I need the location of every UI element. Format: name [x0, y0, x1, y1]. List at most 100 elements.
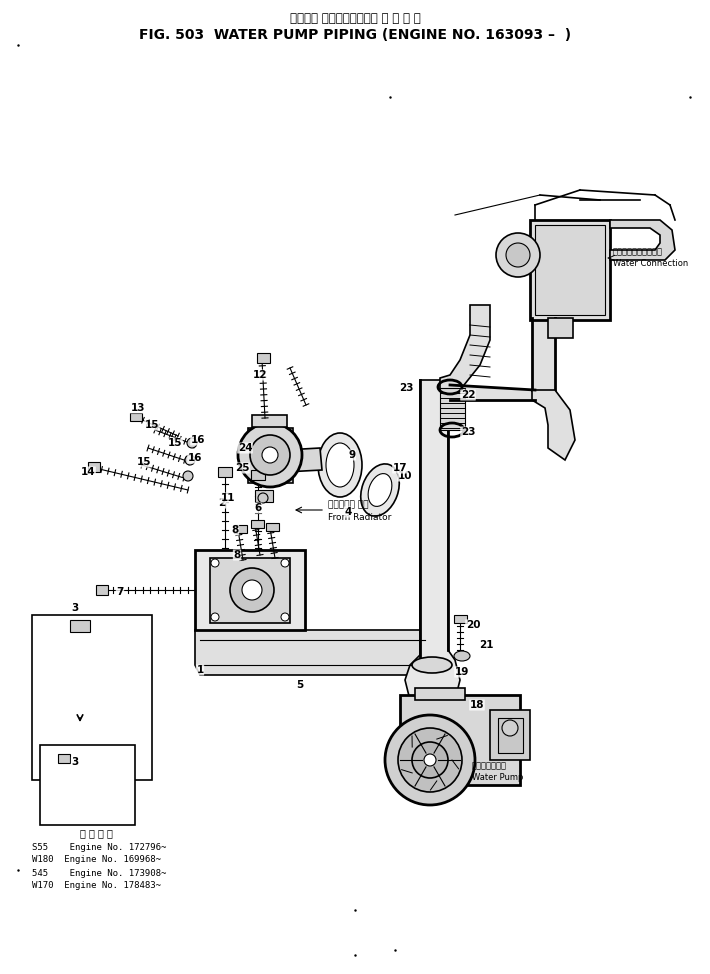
Circle shape	[506, 243, 530, 267]
Polygon shape	[532, 390, 575, 460]
Bar	[251, 520, 264, 528]
Circle shape	[238, 423, 302, 487]
Text: 21: 21	[479, 640, 493, 650]
Text: W170  Engine No. 178483~: W170 Engine No. 178483~	[32, 881, 161, 890]
Text: 15: 15	[137, 457, 151, 467]
Text: 16: 16	[191, 435, 205, 445]
Ellipse shape	[318, 433, 362, 497]
Circle shape	[258, 493, 268, 503]
Text: 13: 13	[131, 403, 146, 413]
Text: 9: 9	[349, 450, 356, 460]
Bar	[130, 413, 142, 421]
Bar	[415, 688, 465, 700]
Ellipse shape	[412, 657, 452, 673]
Text: 4: 4	[344, 507, 351, 517]
Bar	[96, 585, 108, 595]
Bar	[88, 462, 100, 472]
Bar	[498, 718, 523, 753]
Text: From Radiator: From Radiator	[328, 513, 391, 522]
Bar	[218, 467, 232, 477]
Text: 8: 8	[231, 525, 239, 535]
Circle shape	[496, 233, 540, 277]
Text: 6: 6	[254, 503, 261, 513]
Ellipse shape	[454, 651, 470, 661]
Text: 3: 3	[72, 757, 79, 767]
Circle shape	[211, 613, 219, 621]
Bar	[454, 615, 467, 623]
Text: ウォータ ポンプパイピング 適 用 号 機: ウォータ ポンプパイピング 適 用 号 機	[290, 12, 420, 24]
Circle shape	[262, 447, 278, 463]
Circle shape	[502, 720, 518, 736]
Circle shape	[412, 742, 448, 778]
Bar	[40, 745, 135, 825]
Text: 11: 11	[221, 493, 235, 503]
Text: 15: 15	[145, 420, 159, 430]
Circle shape	[250, 435, 290, 475]
Circle shape	[281, 613, 289, 621]
Text: 12: 12	[253, 370, 267, 380]
Bar	[70, 620, 90, 632]
Text: 20: 20	[466, 620, 480, 630]
Bar	[548, 318, 573, 338]
Text: 1: 1	[197, 665, 204, 675]
Text: ラジエータ から: ラジエータ から	[328, 501, 368, 509]
Text: FIG. 503  WATER PUMP PIPING (ENGINE NO. 163093 –  ): FIG. 503 WATER PUMP PIPING (ENGINE NO. 1…	[139, 28, 571, 42]
Circle shape	[183, 471, 193, 481]
Polygon shape	[195, 630, 445, 675]
Text: 545    Engine No. 173908~: 545 Engine No. 173908~	[32, 869, 166, 878]
Circle shape	[424, 754, 436, 766]
Text: 22: 22	[461, 390, 475, 400]
Text: Water Pump: Water Pump	[472, 773, 523, 782]
Ellipse shape	[361, 464, 399, 516]
Text: 10: 10	[398, 471, 413, 481]
Bar	[400, 695, 520, 785]
Text: 16: 16	[187, 453, 202, 463]
Bar	[32, 615, 152, 780]
Text: 18: 18	[470, 700, 484, 710]
Text: 適 用 号 機: 適 用 号 機	[80, 828, 113, 838]
Text: 8: 8	[234, 550, 241, 560]
Bar	[252, 415, 287, 427]
Text: 2: 2	[219, 498, 226, 508]
Text: 15: 15	[168, 438, 182, 448]
Bar	[266, 523, 279, 531]
Bar	[251, 470, 265, 480]
Text: 3: 3	[72, 603, 79, 613]
Circle shape	[385, 715, 475, 805]
Circle shape	[230, 568, 274, 612]
Ellipse shape	[368, 473, 392, 506]
Polygon shape	[405, 380, 460, 710]
Text: ウォータポンプ: ウォータポンプ	[472, 762, 507, 770]
Text: Water Connection: Water Connection	[613, 259, 688, 269]
Polygon shape	[532, 318, 555, 390]
Circle shape	[281, 559, 289, 567]
Text: 19: 19	[455, 667, 469, 677]
Polygon shape	[440, 305, 490, 390]
Polygon shape	[610, 220, 675, 260]
Circle shape	[187, 438, 197, 448]
Text: 24: 24	[238, 443, 252, 453]
Polygon shape	[285, 448, 322, 472]
Bar	[257, 353, 270, 363]
Bar	[234, 525, 247, 533]
Polygon shape	[450, 385, 535, 400]
Text: S55    Engine No. 172796~: S55 Engine No. 172796~	[32, 843, 166, 851]
Bar	[535, 225, 605, 315]
Text: 17: 17	[393, 463, 408, 473]
Text: 25: 25	[235, 463, 249, 473]
Text: ウォータコネクション: ウォータコネクション	[613, 247, 663, 256]
Bar	[248, 428, 293, 483]
Circle shape	[185, 455, 195, 465]
Text: 23: 23	[399, 383, 413, 393]
Text: W180  Engine No. 169968~: W180 Engine No. 169968~	[32, 855, 161, 865]
Circle shape	[211, 559, 219, 567]
Text: 5: 5	[296, 680, 304, 690]
Bar	[255, 490, 273, 502]
Bar	[530, 220, 610, 320]
Polygon shape	[440, 388, 465, 430]
Text: 7: 7	[116, 587, 124, 597]
Bar	[195, 550, 305, 630]
Text: 14: 14	[81, 467, 95, 477]
Bar	[58, 754, 70, 763]
Bar	[210, 558, 290, 623]
